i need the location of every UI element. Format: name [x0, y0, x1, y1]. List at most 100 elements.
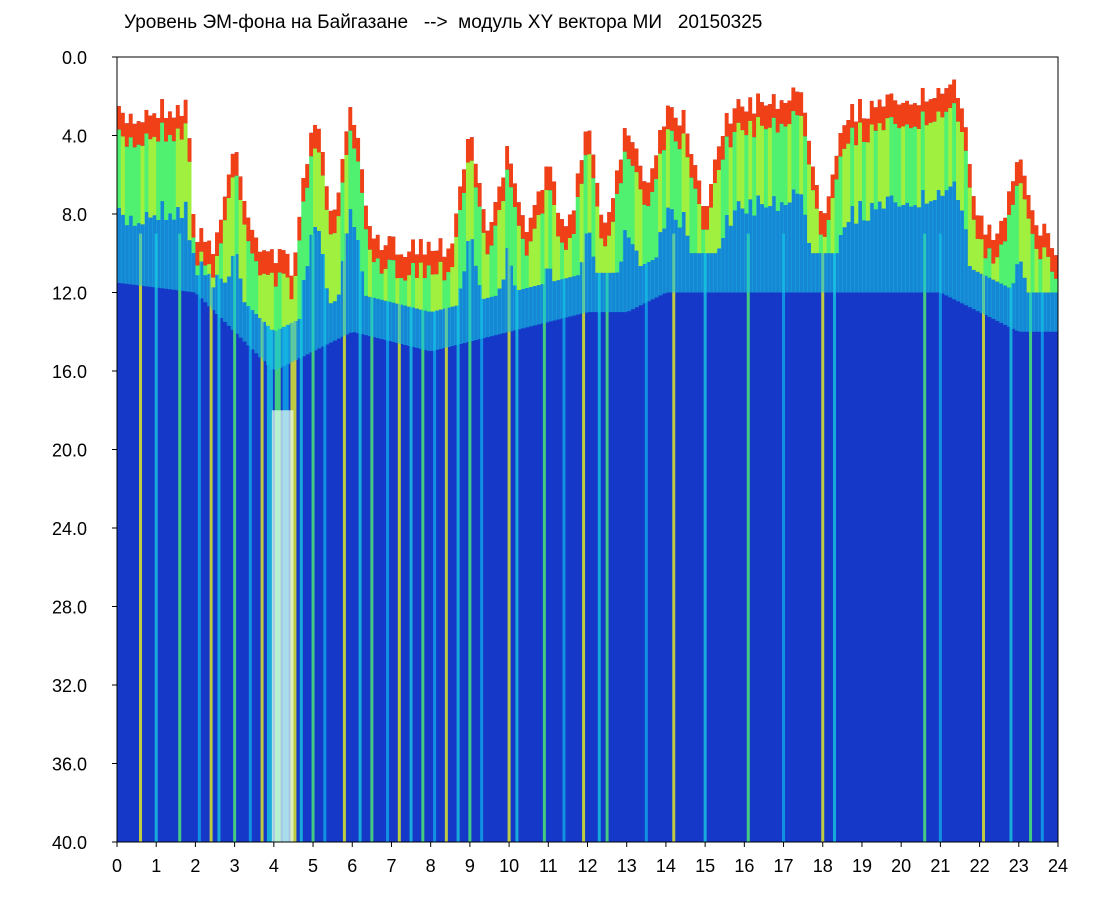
band-green: [587, 154, 592, 233]
band-white: [987, 57, 992, 225]
band-cyan: [395, 303, 400, 344]
band-green: [912, 126, 918, 206]
spike-stripe: [154, 233, 158, 842]
band-red: [685, 133, 690, 158]
band-red: [658, 130, 663, 154]
band-white: [356, 57, 361, 138]
band-red: [979, 215, 985, 240]
band-cyan: [340, 261, 345, 337]
band-cyan: [826, 253, 832, 293]
spike-stripe: [386, 233, 390, 842]
band-white: [297, 57, 302, 217]
band-cyan: [234, 254, 240, 334]
x-tick-label: 3: [230, 856, 240, 876]
band-red: [383, 245, 389, 269]
band-cyan: [873, 209, 879, 293]
band-white: [442, 57, 447, 257]
band-white: [869, 57, 875, 101]
band-cyan: [556, 280, 561, 320]
band-cyan: [842, 227, 847, 293]
band-red: [371, 238, 377, 263]
band-white: [787, 57, 792, 101]
band-white: [203, 57, 208, 242]
x-tick-label: 6: [347, 856, 357, 876]
band-red: [238, 176, 243, 201]
band-green: [712, 183, 718, 254]
band-white: [320, 57, 326, 153]
band-white: [979, 57, 985, 216]
band-cyan: [971, 269, 977, 310]
band-green: [665, 129, 671, 208]
band-red: [520, 215, 526, 239]
band-red: [889, 93, 894, 118]
band-green: [599, 238, 604, 273]
band-red: [171, 117, 177, 142]
band-white: [975, 57, 981, 216]
band-green: [262, 273, 267, 322]
band-white: [497, 57, 502, 187]
band-red: [395, 254, 400, 279]
band-red: [438, 238, 443, 262]
band-red: [807, 140, 812, 165]
band-white: [152, 57, 157, 114]
band-cyan: [399, 304, 404, 345]
band-white: [740, 57, 745, 107]
band-red: [548, 166, 553, 191]
band-green: [646, 206, 651, 263]
band-red: [752, 113, 757, 138]
band-green: [611, 221, 616, 273]
band-cyan: [1014, 264, 1020, 331]
band-white: [438, 57, 443, 239]
band-white: [383, 57, 389, 246]
band-white: [375, 57, 381, 235]
band-cyan: [144, 212, 149, 287]
band-green: [654, 178, 659, 258]
band-cyan: [316, 230, 322, 349]
band-red: [763, 105, 769, 130]
band-white: [630, 57, 636, 143]
band-green: [622, 151, 628, 231]
spike-stripe: [562, 233, 566, 842]
band-white: [473, 57, 479, 164]
band-white: [716, 57, 722, 147]
band-green: [438, 261, 443, 310]
band-white: [234, 57, 240, 153]
band-white: [658, 57, 663, 131]
band-green: [258, 275, 263, 319]
band-cyan: [646, 262, 651, 302]
x-tick-label: 2: [190, 856, 200, 876]
band-red: [701, 206, 706, 230]
band-cyan: [705, 253, 710, 293]
band-green: [148, 139, 153, 218]
band-cyan: [822, 253, 828, 293]
spike-stripe: [260, 233, 264, 842]
band-red: [332, 209, 338, 234]
band-cyan: [575, 275, 581, 315]
band-white: [501, 57, 506, 178]
band-green: [544, 190, 549, 269]
band-white: [238, 57, 243, 177]
band-white: [120, 57, 126, 113]
band-red: [454, 213, 459, 238]
band-cyan: [587, 232, 592, 313]
band-white: [991, 57, 996, 241]
band-cyan: [1046, 292, 1051, 332]
band-white: [712, 57, 718, 160]
band-white: [164, 57, 169, 118]
band-cyan: [509, 265, 514, 332]
band-red: [822, 213, 828, 237]
band-cyan: [513, 285, 518, 331]
band-green: [650, 191, 655, 261]
band-white: [367, 57, 373, 227]
band-white: [207, 57, 212, 241]
band-green: [152, 136, 157, 216]
band-cyan: [999, 283, 1004, 323]
band-green: [422, 278, 428, 311]
band-green: [391, 260, 396, 303]
band-red: [148, 115, 153, 140]
band-cyan: [1030, 292, 1035, 332]
band-cyan: [724, 215, 730, 293]
band-cyan: [477, 285, 483, 340]
band-cyan: [465, 241, 471, 343]
band-red: [179, 115, 185, 140]
